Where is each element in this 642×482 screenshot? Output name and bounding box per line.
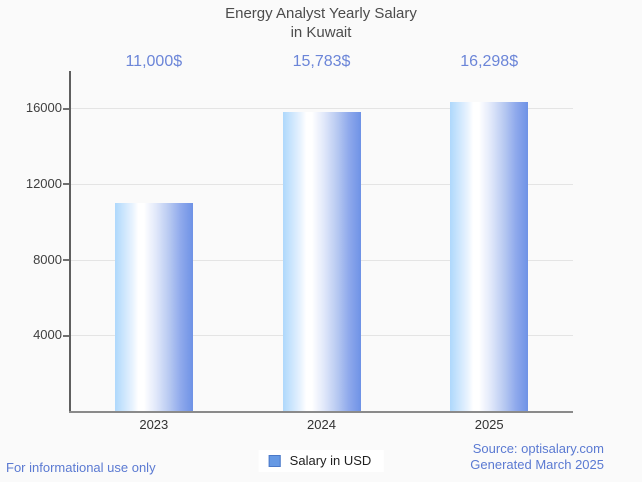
gridline <box>70 108 573 109</box>
y-tick-label: 12000 <box>25 175 62 191</box>
legend-swatch-icon <box>268 454 281 467</box>
y-tick-mark <box>63 259 70 261</box>
y-tick-label: 16000 <box>25 100 62 115</box>
y-tick-mark <box>63 183 70 186</box>
chart-title-line2: in Kuwait <box>290 24 352 41</box>
source-info: Source: optisalary.com Generated March 2… <box>470 441 604 472</box>
y-tick-mark <box>63 334 70 337</box>
chart-title-line1: Energy Analyst Yearly Salary <box>225 5 417 22</box>
disclaimer-text: For informational use only <box>6 460 156 475</box>
bar[interactable] <box>114 202 193 411</box>
bar[interactable] <box>282 112 361 411</box>
legend: Salary in USD <box>258 450 384 472</box>
x-axis-baseline <box>69 411 573 413</box>
chart-title: Energy Analyst Yearly Salary in Kuwait <box>0 4 642 42</box>
y-axis-line <box>69 71 71 413</box>
legend-label: Salary in USD <box>289 453 372 468</box>
x-axis-label: 2025 <box>474 417 504 432</box>
x-axis-label: 2024 <box>307 417 336 432</box>
bar-value-label: 15,783$ <box>292 53 351 70</box>
bar-value-label: 16,298$ <box>460 53 519 70</box>
source-link[interactable]: Source: optisalary.com <box>472 441 604 456</box>
generated-date: Generated March 2025 <box>470 456 604 472</box>
y-tick-label: 8000 <box>33 251 62 267</box>
y-tick-label: 4000 <box>33 327 62 343</box>
y-tick-mark <box>63 107 70 110</box>
bar[interactable] <box>450 102 529 411</box>
x-axis-label: 2023 <box>139 417 169 432</box>
bar-value-label: 11,000$ <box>125 53 183 70</box>
